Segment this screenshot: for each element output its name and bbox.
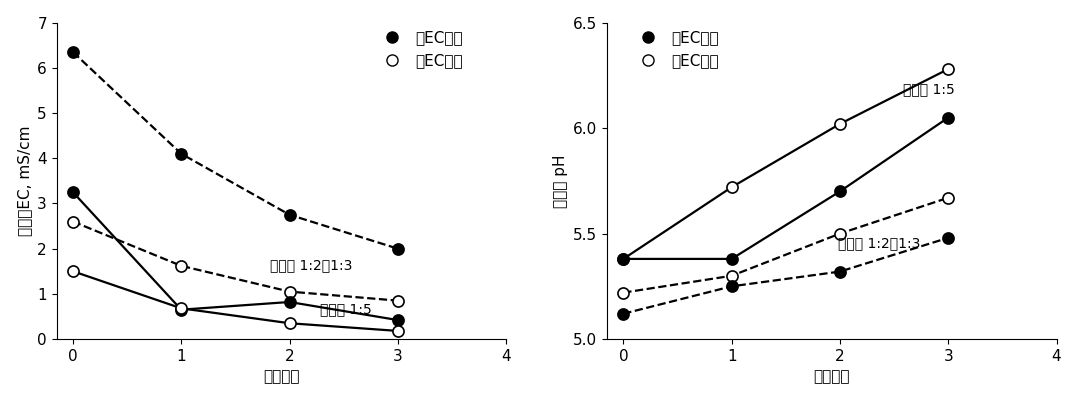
Text: 固液比 1:2～1:3: 固液比 1:2～1:3 [838,237,921,251]
Legend: 高EC土壌, 低EC土壌: 高EC土壌, 低EC土壌 [633,30,719,68]
Text: 固液比 1:5: 固液比 1:5 [902,83,954,97]
Text: 固液比 1:5: 固液比 1:5 [320,302,372,316]
X-axis label: 洗浄回数: 洗浄回数 [263,369,300,384]
X-axis label: 洗浄回数: 洗浄回数 [814,369,851,384]
Legend: 高EC土壌, 低EC土壌: 高EC土壌, 低EC土壌 [376,30,462,68]
Y-axis label: 浸出液 pH: 浸出液 pH [553,154,568,208]
Text: 固液比 1:2～1:3: 固液比 1:2～1:3 [270,258,353,272]
Y-axis label: 浸出液EC, mS/cm: 浸出液EC, mS/cm [16,126,31,236]
